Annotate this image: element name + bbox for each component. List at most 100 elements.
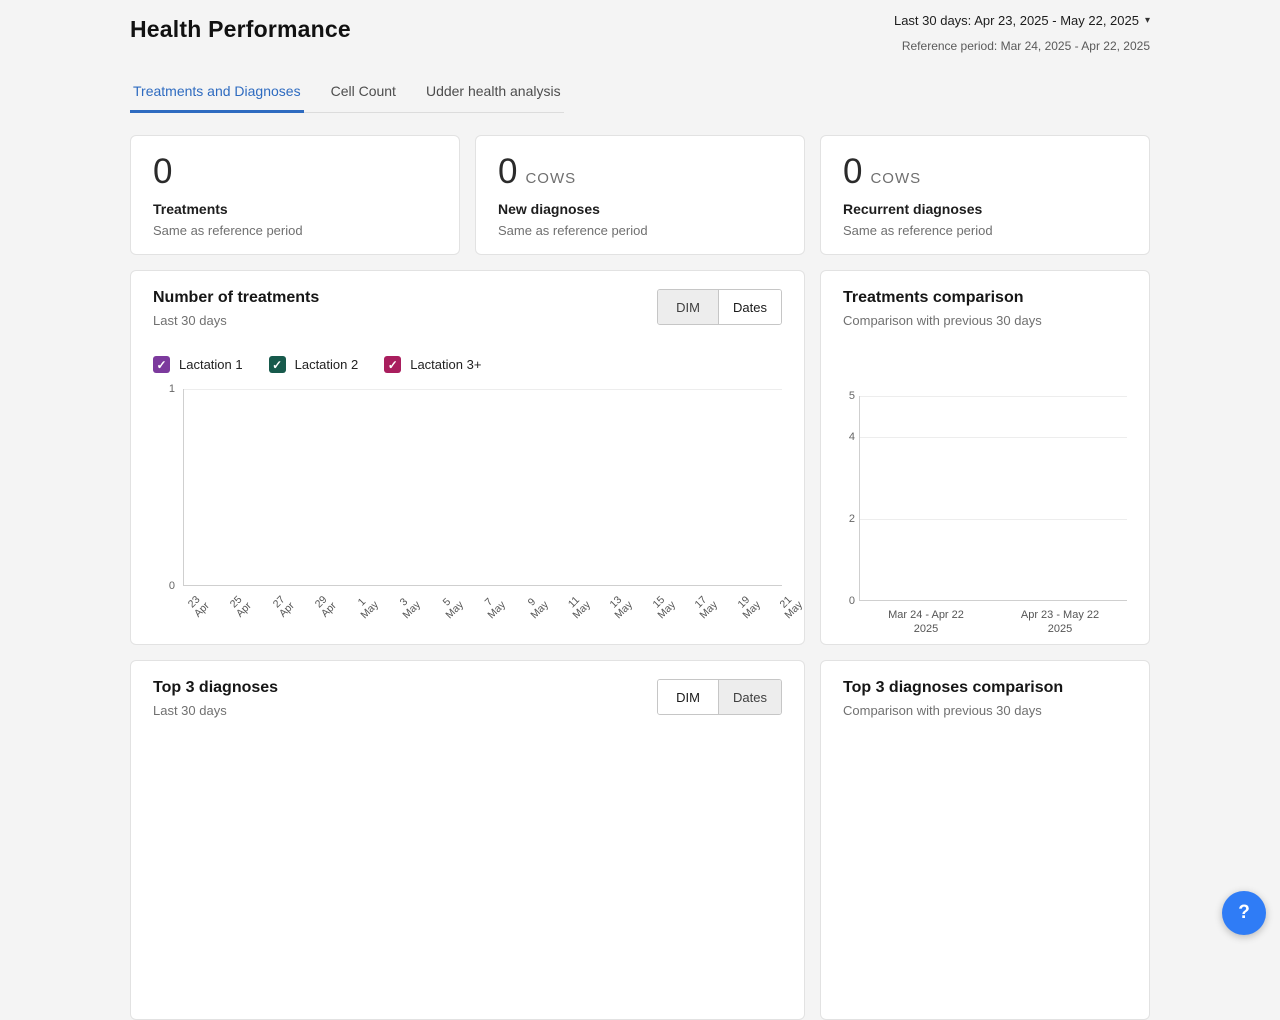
tab-udder-health-analysis[interactable]: Udder health analysis xyxy=(425,83,561,99)
stat-value-row: 0 xyxy=(153,152,437,192)
help-button[interactable]: ? xyxy=(1222,891,1266,935)
stat-card-treatments: 0 Treatments Same as reference period xyxy=(130,135,460,255)
x-tick: 27 Apr xyxy=(268,590,296,636)
lactation-3plus-label: Lactation 3+ xyxy=(410,357,482,372)
x-tick: 29 Apr xyxy=(310,590,339,636)
legend-item-lactation-3plus: ✓ Lactation 3+ xyxy=(384,356,481,373)
card-title-block: Top 3 diagnoses comparison Comparison wi… xyxy=(843,679,1063,718)
gridline xyxy=(184,389,782,390)
x-tick-label: 3 May xyxy=(397,595,424,622)
x-tick-label: 25 Apr xyxy=(227,593,254,620)
x-tick: 11 May xyxy=(565,590,593,636)
x-tick: 13 May xyxy=(607,590,635,636)
dim-toggle-button[interactable]: DIM xyxy=(658,290,719,324)
x-tick-label: 15 May xyxy=(650,593,678,622)
card-header: Treatments comparison Comparison with pr… xyxy=(843,289,1127,328)
x-tick-label: 1 May xyxy=(355,595,381,622)
x-tick-label: Mar 24 - Apr 22 2025 xyxy=(888,609,964,635)
x-tick: 21 May xyxy=(777,590,804,636)
page-title: Health Performance xyxy=(130,16,351,42)
x-tick-label: 27 Apr xyxy=(270,593,297,620)
new-diagnoses-label: New diagnoses xyxy=(498,201,600,217)
gridline xyxy=(860,519,1127,520)
top3-comparison-title: Top 3 diagnoses comparison xyxy=(843,679,1064,696)
x-tick: 9 May xyxy=(522,590,550,636)
x-tick: 25 Apr xyxy=(225,590,254,636)
top3-diagnoses-comparison-card: Top 3 diagnoses comparison Comparison wi… xyxy=(820,660,1150,1020)
gridline xyxy=(860,396,1127,397)
new-diagnoses-note: Same as reference period xyxy=(498,223,648,238)
treatments-note: Same as reference period xyxy=(153,223,303,238)
stat-card-recurrent-diagnoses: 0 COWS Recurrent diagnoses Same as refer… xyxy=(820,135,1150,255)
legend-item-lactation-2: ✓ Lactation 2 xyxy=(268,356,359,373)
treatments-comparison-card: Treatments comparison Comparison with pr… xyxy=(820,270,1150,645)
card-header: Top 3 diagnoses comparison Comparison wi… xyxy=(843,679,1127,718)
recurrent-diagnoses-count: 0 xyxy=(843,152,863,191)
plot-area xyxy=(183,389,782,586)
x-tick: 19 May xyxy=(734,590,762,636)
reference-period-label: Reference period: Mar 24, 2025 - Apr 22,… xyxy=(901,39,1150,53)
treatments-comparison-subtitle: Comparison with previous 30 days xyxy=(843,313,1042,328)
gridline xyxy=(860,437,1127,438)
number-of-treatments-card: Number of treatments Last 30 days DIM Da… xyxy=(130,270,805,645)
top3-comparison-subtitle: Comparison with previous 30 days xyxy=(843,703,1042,718)
x-tick-label: 9 May xyxy=(525,595,551,622)
x-tick: 1 May xyxy=(353,590,380,636)
y-tick-label: 1 xyxy=(168,383,175,395)
x-tick-label: 19 May xyxy=(735,593,763,622)
x-tick-label: Apr 23 - May 22 2025 xyxy=(1020,609,1100,635)
y-tick-label: 0 xyxy=(168,580,175,592)
number-of-treatments-subtitle: Last 30 days xyxy=(153,313,227,328)
x-tick: 15 May xyxy=(650,590,677,636)
question-mark-icon: ? xyxy=(1238,902,1250,923)
x-tick-label: 5 May xyxy=(440,595,466,622)
plot-area xyxy=(859,396,1127,601)
lactation-2-checkbox[interactable]: ✓ xyxy=(268,356,286,373)
treatments-count: 0 xyxy=(153,152,173,191)
x-tick-label: 11 May xyxy=(565,594,593,622)
stat-value-row: 0 COWS xyxy=(843,152,1127,192)
top3-diagnoses-card: Top 3 diagnoses Last 30 days DIM Dates xyxy=(130,660,805,1020)
x-tick: 3 May xyxy=(395,590,423,636)
treatments-label: Treatments xyxy=(153,201,228,217)
card-title-block: Number of treatments Last 30 days xyxy=(153,289,319,328)
dates-toggle-button[interactable]: Dates xyxy=(718,290,781,324)
x-tick-label: 21 May xyxy=(777,593,805,622)
recurrent-diagnoses-label: Recurrent diagnoses xyxy=(843,201,983,217)
x-tick-label: 23 Apr xyxy=(185,593,212,620)
dim-toggle-button[interactable]: DIM xyxy=(658,680,719,714)
lactation-1-label: Lactation 1 xyxy=(179,357,243,372)
x-tick-label: 7 May xyxy=(482,595,509,622)
recurrent-diagnoses-note: Same as reference period xyxy=(843,223,993,238)
x-tick-label: 13 May xyxy=(607,593,636,622)
x-tick-label: 29 Apr xyxy=(312,593,339,620)
charts-row-2: Top 3 diagnoses Last 30 days DIM Dates T… xyxy=(130,660,1150,1020)
stat-card-row: 0 Treatments Same as reference period 0 … xyxy=(130,135,1150,255)
period-selector-label: Last 30 days: Apr 23, 2025 - May 22, 202… xyxy=(893,13,1139,28)
charts-row-1: Number of treatments Last 30 days DIM Da… xyxy=(130,270,1150,645)
dim-dates-toggle: DIM Dates xyxy=(657,679,782,715)
lactation-3plus-checkbox[interactable]: ✓ xyxy=(384,356,402,373)
top3-diagnoses-subtitle: Last 30 days xyxy=(153,703,227,718)
lactation-1-checkbox[interactable]: ✓ xyxy=(153,356,170,373)
lactation-2-label: Lactation 2 xyxy=(294,357,359,372)
new-diagnoses-unit: COWS xyxy=(525,170,577,187)
y-tick-label: 4 xyxy=(848,431,855,443)
tab-bar: Treatments and Diagnoses Cell Count Udde… xyxy=(130,83,564,113)
tab-cell-count[interactable]: Cell Count xyxy=(330,83,396,99)
x-tick: 7 May xyxy=(480,590,508,636)
stat-value-row: 0 COWS xyxy=(498,152,782,192)
card-title-block: Treatments comparison Comparison with pr… xyxy=(843,289,1042,328)
period-selector-dropdown[interactable]: Last 30 days: Apr 23, 2025 - May 22, 202… xyxy=(894,13,1150,28)
x-tick: 17 May xyxy=(692,590,720,636)
treatments-line-chart: 1 0 23 Apr 25 Apr 27 Apr 29 Apr 1 May 3 … xyxy=(153,383,804,636)
health-performance-page: Health Performance Last 30 days: Apr 23,… xyxy=(130,0,1150,1020)
card-header: Number of treatments Last 30 days DIM Da… xyxy=(153,289,782,328)
card-header: Top 3 diagnoses Last 30 days DIM Dates xyxy=(153,679,782,718)
legend-item-lactation-1: ✓ Lactation 1 xyxy=(153,356,243,373)
x-axis-labels: Mar 24 - Apr 22 2025 Apr 23 - May 22 202… xyxy=(859,608,1127,636)
caret-down-icon: ▾ xyxy=(1144,14,1150,26)
tab-treatments-and-diagnoses[interactable]: Treatments and Diagnoses xyxy=(130,83,304,113)
y-tick-label: 0 xyxy=(848,595,855,607)
dates-toggle-button[interactable]: Dates xyxy=(718,680,781,714)
